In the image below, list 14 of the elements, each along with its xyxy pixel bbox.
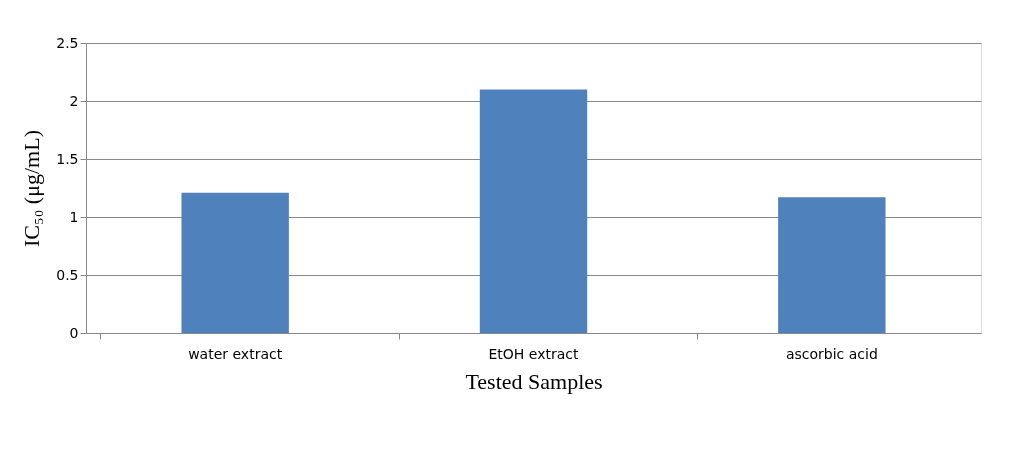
y-tick-label: 1.5 (56, 150, 79, 167)
y-axis-title: IC₅₀ (μg/mL) (19, 130, 45, 247)
y-tick-label: 0 (69, 324, 79, 341)
bar (479, 89, 588, 333)
x-tick-label: water extract (188, 345, 283, 362)
x-tick-label: ascorbic acid (785, 345, 878, 362)
x-axis-title: Tested Samples (465, 368, 603, 394)
bar (778, 197, 886, 333)
y-tick-label: 2 (69, 92, 79, 109)
y-tick-label: 2.5 (56, 34, 79, 51)
x-tick-label: EtOH extract (488, 345, 580, 362)
bar (181, 192, 289, 333)
y-tick-label: 1 (69, 208, 79, 225)
y-tick-label: 0.5 (56, 266, 79, 283)
